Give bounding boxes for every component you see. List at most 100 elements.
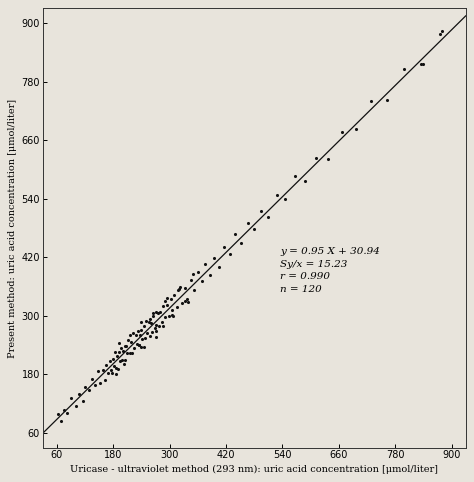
Point [124,349,131,357]
Point [136,331,143,339]
Point [418,61,425,68]
Point [244,219,251,227]
Point [146,315,154,322]
Point [79,397,87,404]
Point [99,367,107,375]
Point [106,357,113,364]
Point [187,277,195,284]
Point [352,125,359,133]
Point [121,342,128,349]
Point [400,66,408,73]
Point [163,301,171,309]
Point [112,364,120,372]
Point [111,348,119,356]
Point [215,263,223,271]
Point [175,285,183,293]
Text: y = 0.95 X + 30.94
Sy/x = 15.23
r = 0.990
n = 120: y = 0.95 X + 30.94 Sy/x = 15.23 r = 0.99… [280,247,380,294]
Point [190,286,198,294]
Point [81,383,89,391]
Point [119,348,127,355]
Point [109,370,116,377]
Point [88,375,96,383]
Point [174,286,182,294]
Point [167,295,174,303]
Point [115,340,123,348]
Point [169,306,176,314]
Point [250,226,258,233]
Point [85,387,92,394]
Point [123,342,130,349]
Point [135,342,142,349]
Point [176,283,184,291]
Point [153,321,160,329]
Point [67,394,75,402]
Point [185,298,192,306]
Point [155,322,163,330]
Point [54,411,62,418]
Point [273,191,281,199]
Point [164,294,171,302]
Point [159,302,167,309]
Point [117,345,125,352]
Point [128,338,135,346]
Point [151,324,158,332]
Point [64,409,71,417]
Point [237,240,245,247]
Point [104,369,111,376]
Point [282,195,289,203]
Point [168,311,176,319]
Point [129,330,137,337]
Point [165,312,173,320]
Point [156,308,164,316]
Point [138,335,146,343]
Point [226,250,234,257]
Point [142,318,150,325]
Point [137,326,145,334]
Point [140,343,147,351]
Point [72,402,80,410]
Point [152,308,159,316]
Point [152,333,159,340]
Point [102,362,110,369]
Point [170,312,177,320]
Point [112,370,119,377]
Point [232,230,239,238]
Point [257,207,265,214]
Point [325,155,332,163]
Point [94,367,102,375]
Point [264,213,272,220]
Point [173,303,181,311]
Point [116,357,124,365]
Point [140,322,147,330]
Point [153,327,160,335]
Point [184,295,191,303]
Point [137,318,145,326]
Point [101,376,109,384]
Point [437,30,444,38]
Point [198,278,205,285]
Point [128,349,136,357]
Point [131,344,138,351]
Point [147,319,155,326]
Point [159,322,166,330]
Point [162,297,169,305]
Point [210,254,218,262]
Point [137,343,144,350]
Point [135,342,143,349]
Point [145,318,152,326]
Point [133,341,141,348]
Point [120,361,128,368]
Point [110,362,118,370]
Point [60,406,68,414]
Point [206,271,213,279]
Point [338,128,346,135]
Point [143,329,151,337]
Point [57,417,64,425]
Point [141,334,149,342]
Point [146,333,154,340]
Point [189,270,197,278]
Point [149,313,157,321]
Point [419,60,427,67]
Point [158,318,165,326]
Point [383,96,391,104]
